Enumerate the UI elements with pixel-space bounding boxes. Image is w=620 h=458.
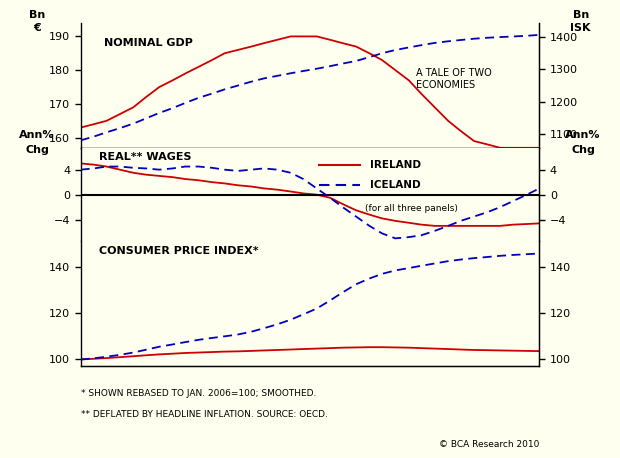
Text: REAL** WAGES: REAL** WAGES [99, 153, 192, 163]
Text: €: € [33, 23, 41, 33]
Text: Chg: Chg [571, 145, 595, 155]
Text: Chg: Chg [25, 145, 49, 155]
Text: Ann%: Ann% [19, 131, 55, 140]
Text: CONSUMER PRICE INDEX*: CONSUMER PRICE INDEX* [99, 246, 259, 256]
Text: ISK: ISK [570, 23, 591, 33]
Text: © BCA Research 2010: © BCA Research 2010 [439, 440, 539, 448]
Text: IRELAND: IRELAND [370, 160, 420, 169]
Text: Ann%: Ann% [565, 131, 601, 140]
Text: ICELAND: ICELAND [370, 180, 420, 190]
Text: (for all three panels): (for all three panels) [365, 204, 458, 213]
Text: NOMINAL GDP: NOMINAL GDP [104, 38, 192, 48]
Text: * SHOWN REBASED TO JAN. 2006=100; SMOOTHED.: * SHOWN REBASED TO JAN. 2006=100; SMOOTH… [81, 389, 316, 398]
Text: Bn: Bn [29, 11, 45, 21]
Text: ** DEFLATED BY HEADLINE INFLATION. SOURCE: OECD.: ** DEFLATED BY HEADLINE INFLATION. SOURC… [81, 410, 327, 419]
Text: A TALE OF TWO
ECONOMIES: A TALE OF TWO ECONOMIES [415, 68, 491, 90]
Text: Bn: Bn [572, 11, 589, 21]
